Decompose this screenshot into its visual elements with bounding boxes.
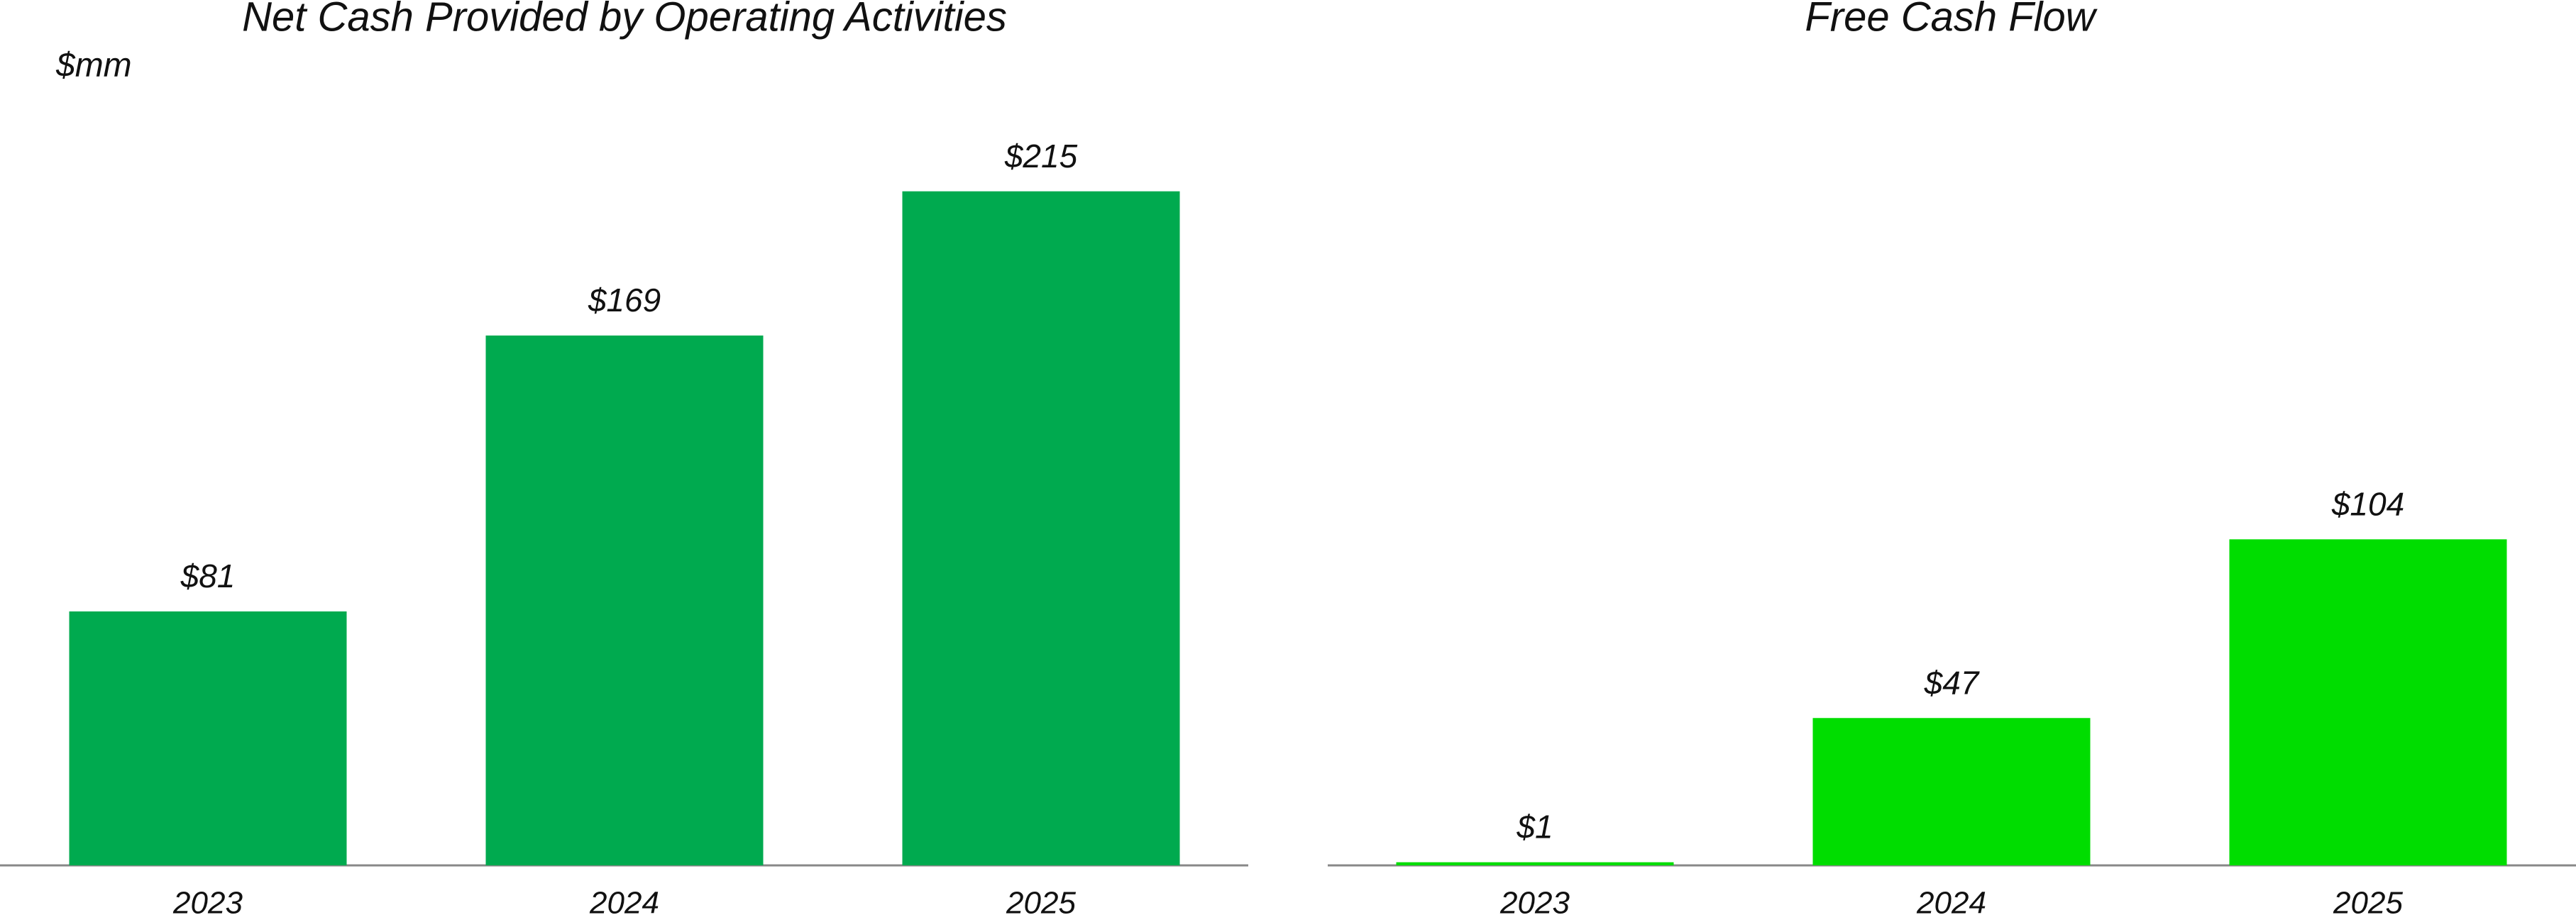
unit-label: $mm [55, 47, 132, 84]
value-label: $47 [1924, 664, 1980, 701]
x-tick-label: 2025 [1006, 886, 1076, 920]
value-label: $81 [180, 558, 236, 594]
bar [1812, 718, 2091, 865]
value-label: $104 [2331, 485, 2404, 522]
x-tick-label: 2023 [172, 886, 243, 920]
value-label: $169 [588, 282, 661, 318]
chart-title: Free Cash Flow [1805, 0, 2097, 40]
bar [902, 191, 1180, 865]
value-label: $1 [1516, 809, 1553, 846]
chart-title: Net Cash Provided by Operating Activitie… [242, 0, 1007, 40]
bar [485, 336, 764, 865]
x-tick-label: 2025 [2333, 886, 2403, 920]
value-label: $215 [1004, 138, 1078, 174]
bar [1396, 862, 1674, 865]
x-tick-label: 2023 [1499, 886, 1570, 920]
bar [69, 611, 347, 865]
x-tick-label: 2024 [1916, 886, 1986, 920]
bar [2229, 539, 2507, 865]
x-tick-label: 2024 [589, 886, 659, 920]
